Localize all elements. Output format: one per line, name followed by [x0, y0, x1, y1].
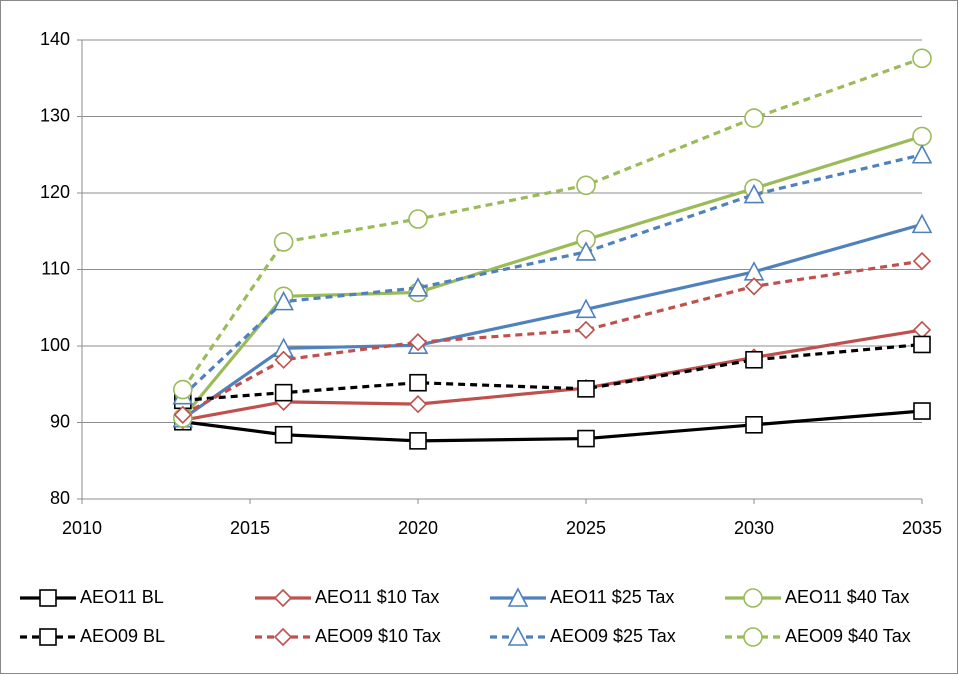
- marker: [744, 277, 764, 296]
- x-tick-label: 2010: [62, 518, 102, 538]
- marker: [274, 383, 293, 402]
- legend-label: AEO11 $40 Tax: [785, 587, 909, 607]
- x-tick-label: 2015: [230, 518, 270, 538]
- x-tick-label: 2020: [398, 518, 438, 538]
- x-tick-label: 2035: [902, 518, 942, 538]
- marker: [576, 320, 596, 340]
- marker: [913, 335, 931, 354]
- marker: [913, 402, 931, 420]
- legend-label: AEO11 $10 Tax: [315, 587, 439, 607]
- legend-label: AEO11 BL: [80, 587, 164, 607]
- marker: [274, 425, 293, 444]
- legend-label: AEO09 BL: [80, 626, 165, 646]
- marker: [507, 587, 529, 607]
- x-tick-label: 2030: [734, 518, 774, 538]
- marker: [274, 350, 293, 369]
- marker: [273, 290, 294, 311]
- marker: [575, 298, 597, 319]
- series-line: [182, 409, 923, 443]
- y-tick-label: 90: [50, 411, 70, 431]
- marker: [575, 241, 597, 261]
- marker: [39, 589, 57, 607]
- marker: [408, 395, 428, 414]
- marker: [745, 350, 763, 369]
- marker: [173, 405, 192, 424]
- marker: [743, 588, 763, 608]
- y-tick-label: 120: [40, 182, 70, 202]
- y-tick-label: 80: [50, 488, 70, 508]
- marker: [507, 626, 529, 646]
- marker: [745, 415, 763, 434]
- marker: [911, 213, 933, 234]
- y-tick-label: 130: [40, 105, 70, 125]
- series-line: [181, 222, 923, 420]
- series-line: [182, 342, 923, 402]
- legend-label: AEO11 $25 Tax: [550, 587, 674, 607]
- marker: [577, 380, 595, 398]
- marker: [273, 232, 294, 252]
- legend-label: AEO09 $10 Tax: [315, 626, 441, 646]
- marker: [407, 277, 429, 297]
- legend-label: AEO09 $40 Tax: [785, 626, 911, 646]
- marker: [743, 627, 763, 647]
- marker: [743, 183, 765, 204]
- series-line: [182, 328, 923, 422]
- marker: [273, 588, 293, 608]
- marker: [744, 108, 764, 128]
- marker: [409, 373, 427, 392]
- y-tick-label: 140: [40, 29, 70, 49]
- marker: [577, 429, 595, 448]
- marker: [409, 432, 427, 450]
- marker: [39, 628, 57, 646]
- series-line: [181, 56, 923, 391]
- series-line: [181, 153, 923, 397]
- marker: [273, 627, 293, 647]
- marker: [408, 209, 428, 229]
- marker: [408, 333, 428, 352]
- x-tick-label: 2025: [566, 518, 606, 538]
- marker: [576, 175, 596, 196]
- marker: [911, 144, 933, 164]
- y-tick-label: 110: [41, 258, 70, 278]
- y-tick-label: 100: [40, 335, 70, 355]
- marker: [912, 251, 932, 271]
- series-line: [181, 134, 923, 419]
- legend-label: AEO09 $25 Tax: [550, 626, 676, 646]
- marker: [173, 379, 193, 400]
- marker: [912, 48, 932, 69]
- marker: [912, 126, 932, 147]
